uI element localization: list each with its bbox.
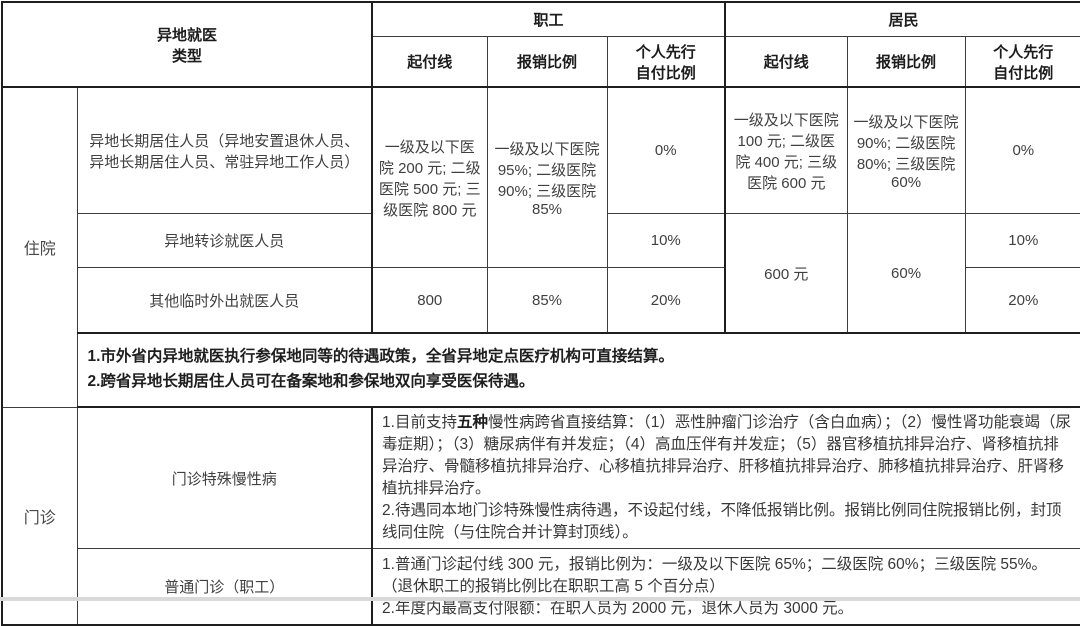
header-res-deductible: 起付线 [724,36,848,88]
inpatient-notes-cell: 1.市外省内异地就医执行参保地同等的待遇政策，全省异地定点医疗机构可直接结算。 … [76,332,1080,408]
cell-res-ratio-shared: 60% [846,213,966,334]
cell-res-selfpay-temporary: 20% [964,267,1080,334]
cell-emp-selfpay-referral: 10% [606,213,726,268]
cell-emp-selfpay-longterm: 0% [606,86,726,214]
header-row-groups: 异地就医 类型 职工 居民 [1,1,1080,88]
cell-general-type: 普通门诊（职工） [76,548,373,626]
cell-res-deductible-shared: 600 元 [724,213,848,334]
cell-emp-selfpay-temporary: 20% [606,267,726,334]
header-res-ratio: 报销比例 [846,36,966,88]
inpatient-note-2: 2.跨省异地长期居住人员可在备案地和参保地双向享受医保待遇。 [87,373,535,390]
header-emp-deductible: 起付线 [371,36,488,88]
cell-res-selfpay-longterm: 0% [964,86,1080,214]
chronic-p1-highlight: 五种 [456,414,488,431]
header-row-columns: 起付线 报销比例 个人先行 自付比例 起付线 报销比例 个人先行 自付比例 [2,36,1080,88]
bottom-edge-strip [0,597,1080,601]
general-line-2: （退休职工的报销比例比在职职工高 5 个百分点） [382,577,725,595]
chronic-paragraph-1: 1.目前支持五种慢性病跨省直接结算：（1）恶性肿瘤门诊治疗（含白血病）；（2）慢… [382,412,1072,500]
row-inpatient-notes: 1.市外省内异地就医执行参保地同等的待遇政策，全省异地定点医疗机构可直接结算。 … [2,332,1080,408]
header-res-self-pay: 个人先行 自付比例 [964,36,1080,88]
header-emp-self-pay: 个人先行 自付比例 [606,36,726,88]
chronic-paragraph-2: 2.待遇同本地门诊特殊慢性病待遇，不设起付线，不降低报销比例。报销比例同住院报销… [382,502,1062,541]
chronic-p1-prefix: 1.目前支持 [382,414,457,431]
cell-temporary-type: 其他临时外出就医人员 [76,267,373,334]
chronic-content-cell: 1.目前支持五种慢性病跨省直接结算：（1）恶性肿瘤门诊治疗（含白血病）；（2）慢… [371,406,1080,549]
general-line-1: 1.普通门诊起付线 300 元，报销比例为：一级及以下医院 65%；二级医院 6… [382,555,1047,573]
header-group-employee: 职工 [371,1,726,37]
cell-emp-deductible-longterm: 一级及以下医院 200 元; 二级医院 500 元; 三级医院 800 元 [371,86,488,268]
row-temporary: 其他临时外出就医人员 800 85% 20% 20% [2,267,1080,334]
section-label-outpatient: 门诊 [1,406,78,626]
cell-emp-ratio-temporary: 85% [486,267,608,334]
cell-emp-deductible-temporary: 800 [371,267,488,334]
cell-res-ratio-longterm: 一级及以下医院 90%; 二级医院 80%; 三级医院 60% [846,86,966,214]
cell-res-deductible-longterm: 一级及以下医院 100 元; 二级医院 400 元; 三级医院 600 元 [724,86,848,214]
cell-long-term-type: 异地长期居住人员（异地安置退休人员、异地长期居住人员、常驻异地工作人员） [76,86,373,214]
row-referral: 异地转诊就医人员 10% 600 元 60% 10% [2,213,1080,334]
row-chronic-outpatient: 门诊 门诊特殊慢性病 1.目前支持五种慢性病跨省直接结算：（1）恶性肿瘤门诊治疗… [1,406,1080,626]
row-general-outpatient: 普通门诊（职工） 1.普通门诊起付线 300 元，报销比例为：一级及以下医院 6… [2,548,1080,626]
general-content-cell: 1.普通门诊起付线 300 元，报销比例为：一级及以下医院 65%；二级医院 6… [371,548,1080,626]
chronic-p1-rest: 慢性病跨省直接结算：（1）恶性肿瘤门诊治疗（含白血病）；（2）慢性肾功能衰竭（尿… [382,414,1071,497]
row-long-term-resident: 住院 异地长期居住人员（异地安置退休人员、异地长期居住人员、常驻异地工作人员） … [1,86,1080,408]
header-emp-ratio: 报销比例 [486,36,608,88]
inpatient-note-1: 1.市外省内异地就医执行参保地同等的待遇政策，全省异地定点医疗机构可直接结算。 [87,348,674,366]
header-type: 异地就医 类型 [1,1,373,88]
cell-emp-ratio-longterm: 一级及以下医院 95%; 二级医院 90%; 三级医院 85% [486,86,608,268]
cell-res-selfpay-referral: 10% [964,213,1080,268]
cell-chronic-type: 门诊特殊慢性病 [76,406,373,549]
section-label-inpatient: 住院 [1,86,78,408]
cell-referral-type: 异地转诊就医人员 [76,213,373,268]
header-group-resident: 居民 [724,1,1080,37]
